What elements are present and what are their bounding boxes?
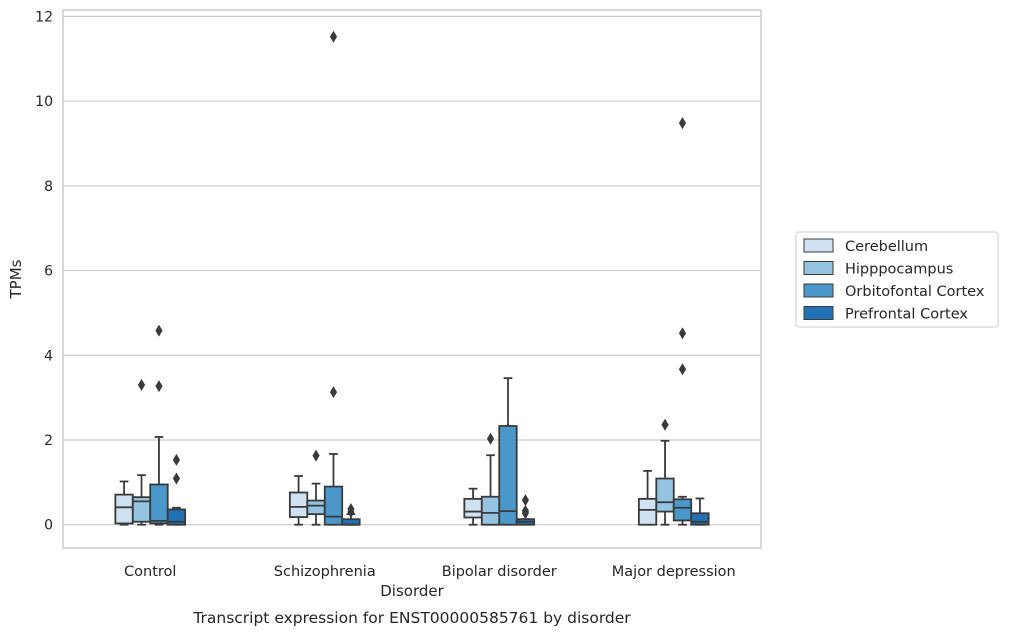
box <box>463 497 483 519</box>
legend-label: Orbitofontal Cortex <box>845 284 985 300</box>
box-plots <box>114 30 710 526</box>
outlier-point <box>678 327 687 340</box>
y-tick-label: 4 <box>44 348 53 364</box>
box <box>655 477 675 513</box>
y-tick-label: 2 <box>44 433 53 449</box>
legend-frame <box>795 231 999 328</box>
x-tick-labels: Control Schizophrenia Bipolar disorder Majo… <box>124 564 736 580</box>
x-tick-label: Schizophrenia <box>274 564 376 580</box>
box <box>498 425 518 526</box>
y-tick-label: 8 <box>44 179 53 195</box>
legend-swatch <box>803 238 834 253</box>
y-tick-label: 12 <box>35 9 53 25</box>
outlier-point <box>137 378 146 391</box>
legend-swatch <box>803 306 834 320</box>
outlier-point <box>155 380 163 393</box>
outlier-point <box>312 449 320 462</box>
x-tick-label: Bipolar disorder <box>442 564 557 580</box>
gridlines <box>63 15 761 526</box>
plot-frame <box>62 9 762 549</box>
box <box>672 498 693 522</box>
y-tick-label: 6 <box>44 264 53 280</box>
box <box>114 493 134 525</box>
y-axis-label: TPMs <box>7 259 25 299</box>
outlier-point <box>661 418 669 431</box>
outlier-point <box>329 30 338 43</box>
legend-label: Hipppocampus <box>845 262 953 278</box>
box <box>288 491 309 518</box>
legend-swatch <box>803 261 834 275</box>
box <box>637 497 658 526</box>
x-tick-label: Major depression <box>612 564 736 580</box>
outlier-point <box>486 432 495 445</box>
legend-swatch <box>803 283 834 298</box>
y-tick-label: 0 <box>44 518 53 534</box>
outlier-point <box>172 472 181 485</box>
x-axis-label: Disorder <box>380 582 444 600</box>
y-tick-labels: 0 2 4 6 8 10 12 <box>35 9 53 533</box>
outlier-point <box>172 453 181 466</box>
box <box>323 485 344 526</box>
outlier-point <box>521 494 530 507</box>
outlier-point <box>521 504 530 517</box>
outlier-point <box>678 363 687 376</box>
outlier-point <box>155 324 163 337</box>
x-tick-label: Control <box>124 564 176 580</box>
legend-label: Cerebellum <box>845 239 928 255</box>
box <box>480 495 501 526</box>
legend-label: Prefrontal Cortex <box>845 307 968 323</box>
box <box>149 483 169 525</box>
chart-title: Transcript expression for ENST0000058576… <box>192 609 631 627</box>
outlier-point <box>678 117 687 130</box>
box <box>306 499 326 516</box>
y-tick-label: 10 <box>35 94 53 110</box>
box <box>690 512 710 526</box>
outlier-point <box>347 503 355 516</box>
outlier-point <box>329 386 338 399</box>
legend: Cerebellum Hipppocampus Orbitofontal Corte… <box>795 231 999 328</box>
